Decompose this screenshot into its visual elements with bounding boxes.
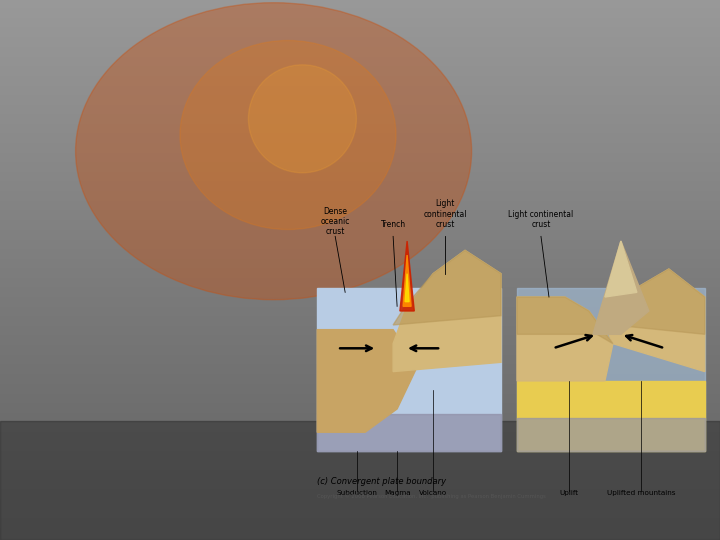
Ellipse shape: [248, 65, 356, 173]
Text: and Appalachian: and Appalachian: [131, 399, 253, 414]
Text: •: •: [102, 194, 112, 208]
Ellipse shape: [180, 40, 396, 230]
Text: Uplifted mountains: Uplifted mountains: [607, 490, 675, 496]
Polygon shape: [318, 288, 501, 451]
Text: = where plates collide: = where plates collide: [118, 168, 297, 183]
Text: –: –: [118, 376, 125, 391]
Polygon shape: [517, 288, 705, 451]
Polygon shape: [517, 297, 613, 343]
Text: Light continental
crust: Light continental crust: [508, 210, 574, 229]
Text: –: –: [118, 262, 125, 278]
Text: Magma erupts through the: Magma erupts through the: [131, 262, 328, 278]
Text: Dense
oceanic
crust: Dense oceanic crust: [320, 207, 350, 237]
Text: Trench: Trench: [381, 220, 405, 229]
Polygon shape: [517, 381, 705, 451]
Bar: [0, 421, 720, 540]
Polygon shape: [517, 418, 705, 451]
Polygon shape: [517, 297, 613, 381]
Polygon shape: [605, 269, 705, 334]
Text: Light
continental
crust: Light continental crust: [423, 199, 467, 229]
Polygon shape: [403, 255, 411, 306]
Polygon shape: [318, 414, 501, 451]
Polygon shape: [593, 241, 649, 334]
Text: •: •: [102, 144, 112, 159]
Text: surface in: surface in: [131, 285, 208, 300]
Polygon shape: [405, 274, 409, 302]
Text: Volcano: Volcano: [419, 490, 447, 496]
Text: Tectonic Plates Can Collide: Tectonic Plates Can Collide: [109, 77, 629, 115]
Text: crust may slide beneath: crust may slide beneath: [118, 218, 312, 233]
Text: = one plate of: = one plate of: [173, 194, 292, 208]
Text: material from both plates: material from both plates: [118, 356, 323, 372]
Text: Copyright © 2008 Pearson Education, Inc.  publishing as Pearson Benjamin Cumming: Copyright © 2008 Pearson Education, Inc.…: [318, 494, 546, 500]
Text: Subduction: Subduction: [337, 490, 377, 496]
Text: Uplift: Uplift: [559, 490, 578, 496]
Polygon shape: [318, 329, 417, 432]
Text: Two colliding plates of: Two colliding plates of: [118, 308, 295, 323]
Text: Convergent plate boundaries: Convergent plate boundaries: [118, 144, 382, 159]
Text: continental crust may lift: continental crust may lift: [118, 332, 320, 347]
Text: Resulted in the Himalaya: Resulted in the Himalaya: [131, 376, 315, 391]
Text: •: •: [102, 308, 112, 323]
Bar: [333, 136, 642, 451]
Ellipse shape: [76, 3, 472, 300]
Text: another: another: [118, 242, 181, 257]
Text: Magma: Magma: [384, 490, 410, 496]
Polygon shape: [393, 251, 501, 325]
Text: mountains: mountains: [131, 422, 218, 436]
Text: (c) Convergent plate boundary: (c) Convergent plate boundary: [318, 476, 446, 485]
Polygon shape: [605, 269, 705, 372]
Polygon shape: [393, 251, 501, 372]
Polygon shape: [605, 241, 637, 297]
Polygon shape: [400, 241, 414, 311]
Text: Subduction: Subduction: [118, 194, 220, 208]
Text: volcanoes: volcanoes: [176, 285, 250, 300]
